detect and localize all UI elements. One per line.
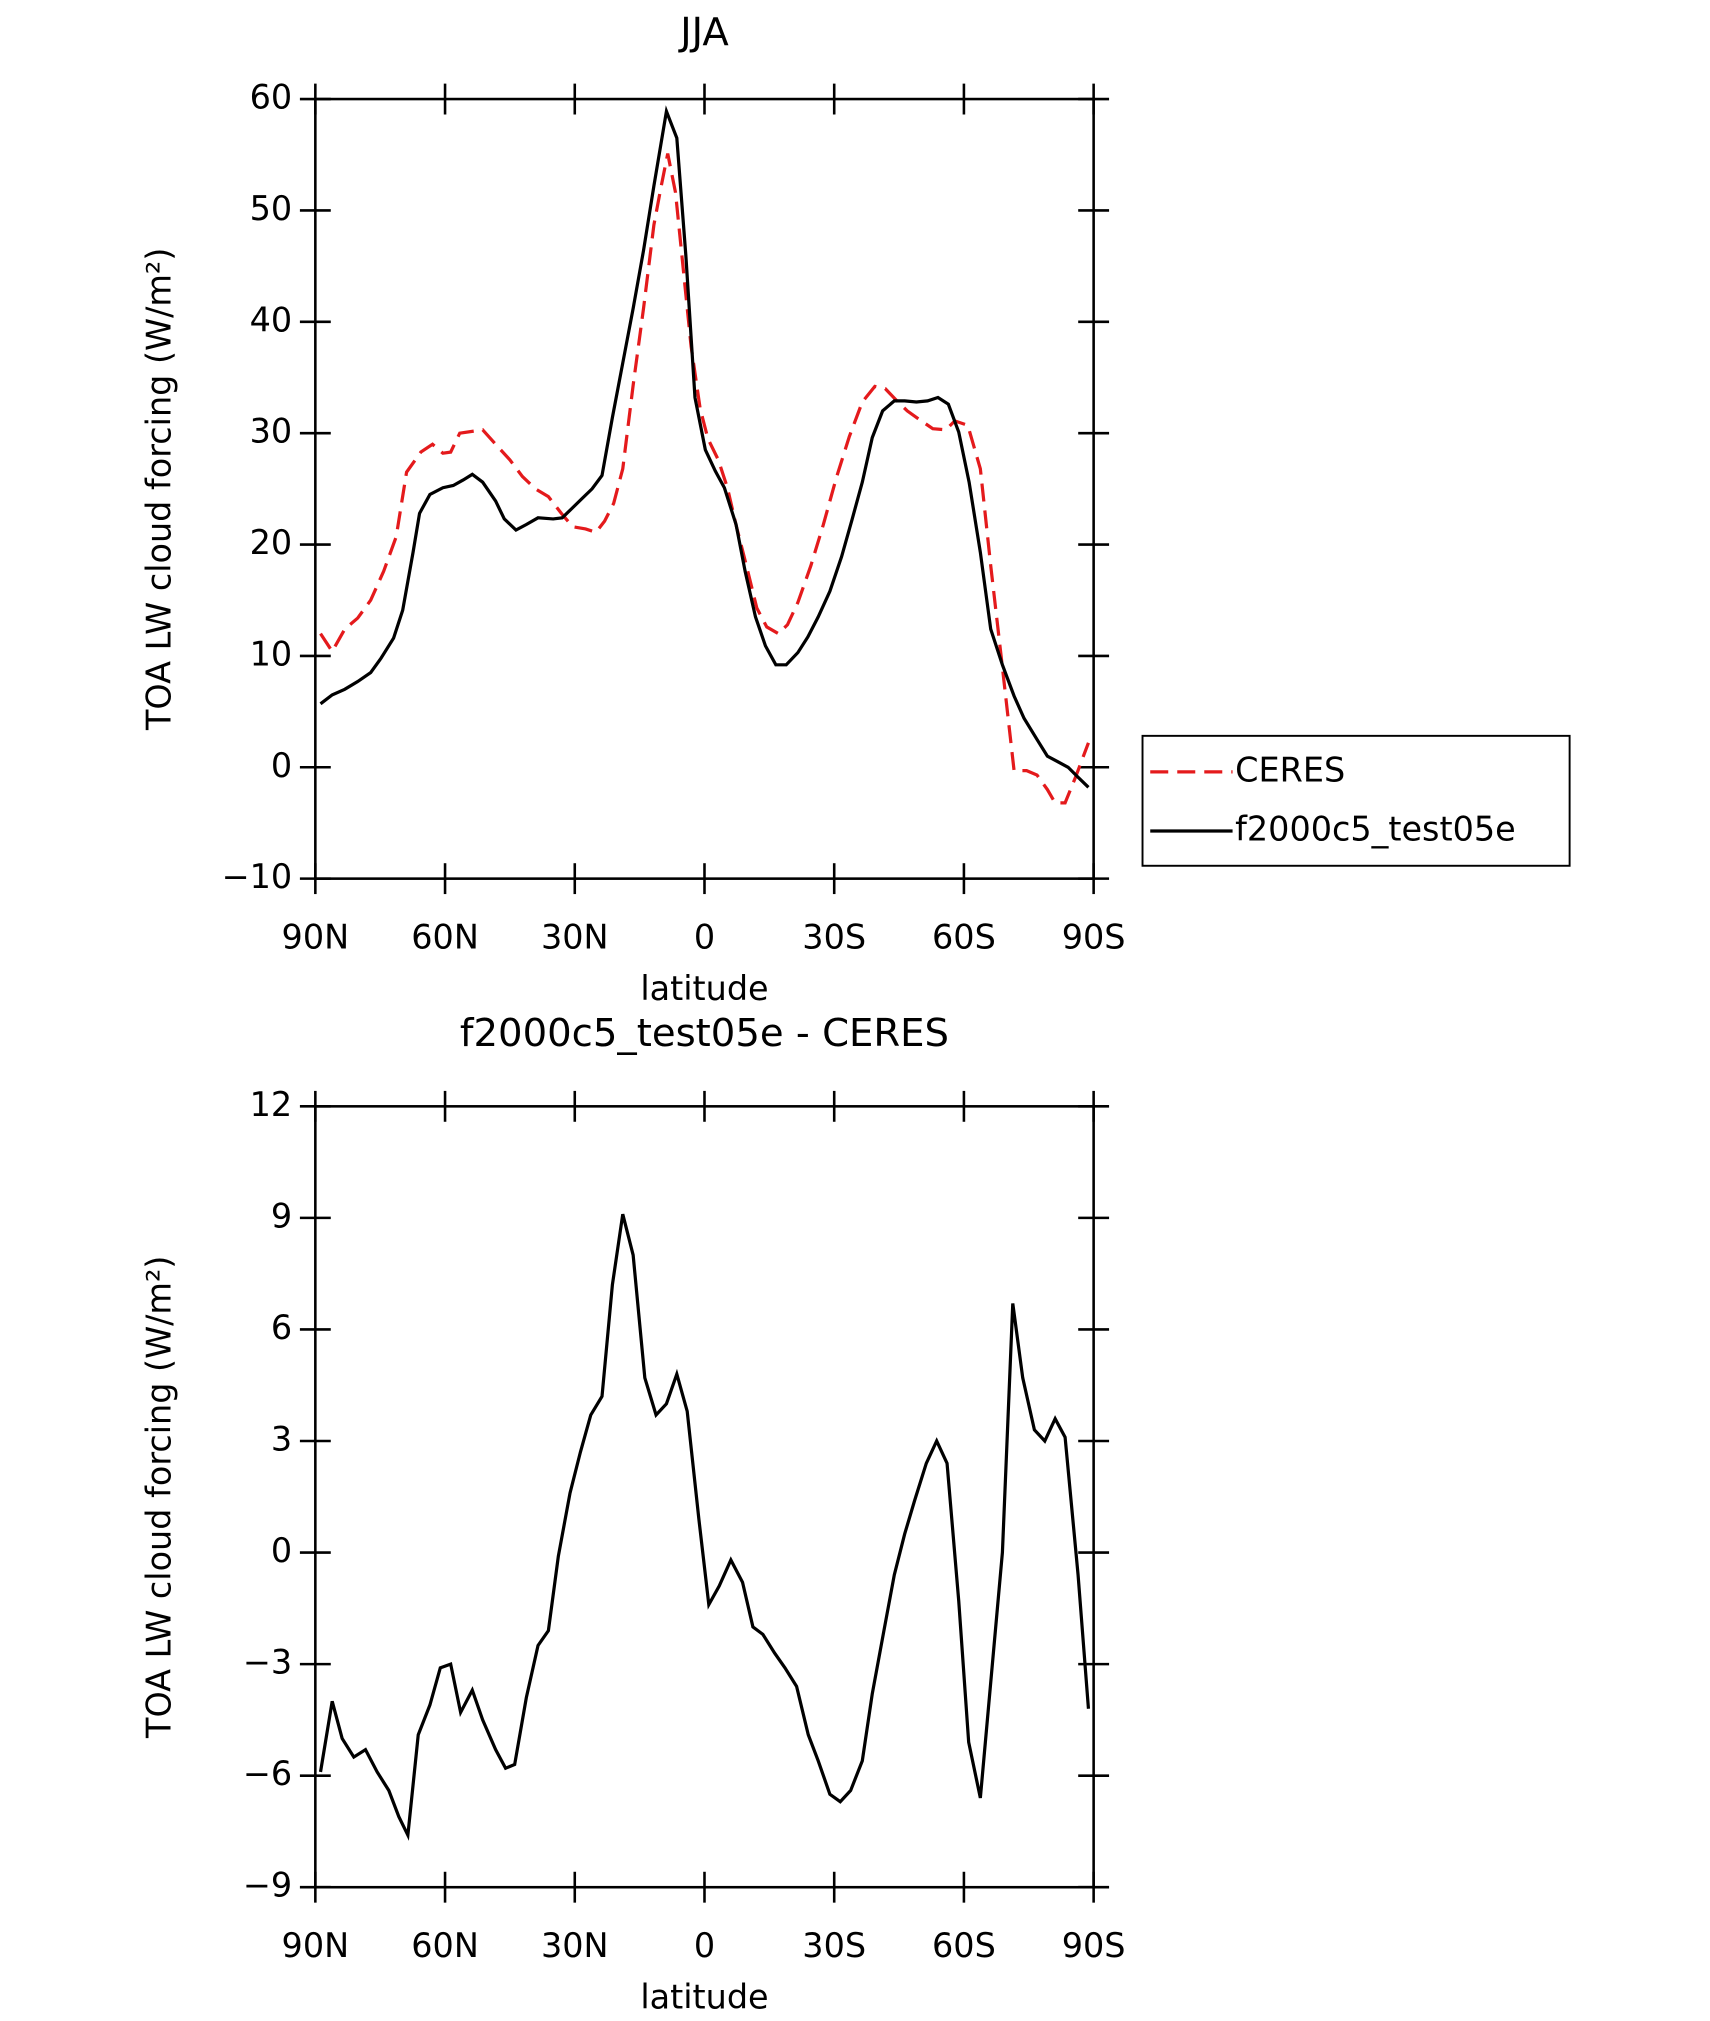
y-tick-label: 3 xyxy=(271,1419,292,1458)
y-tick-label: 12 xyxy=(250,1085,293,1124)
y-axis-label: TOA LW cloud forcing (W/m²) xyxy=(139,248,178,731)
y-axis-label: TOA LW cloud forcing (W/m²) xyxy=(139,1256,178,1739)
y-tick-label: 30 xyxy=(250,412,293,451)
chart-title: f2000c5_test05e - CERES xyxy=(460,1011,949,1056)
y-tick-label: 0 xyxy=(271,746,292,785)
x-tick-label: 30S xyxy=(802,918,866,957)
y-tick-label: 9 xyxy=(271,1196,292,1235)
plot-frame xyxy=(314,97,1095,880)
y-tick-label: −3 xyxy=(243,1643,292,1682)
x-tick-label: 60N xyxy=(411,918,479,957)
y-tick-label: 40 xyxy=(250,300,293,339)
chart-title: JJA xyxy=(678,10,729,55)
y-tick-label: −6 xyxy=(243,1754,292,1793)
x-axis-label: latitude xyxy=(640,969,768,1008)
x-tick-label: 0 xyxy=(694,918,715,957)
x-tick-label: 30N xyxy=(541,1926,609,1965)
y-tick-label: −9 xyxy=(243,1866,292,1905)
plot-frame xyxy=(314,1105,1095,1889)
series-line xyxy=(319,153,1090,805)
legend-label: CERES xyxy=(1235,750,1345,789)
x-tick-label: 30N xyxy=(541,918,609,957)
y-tick-label: 6 xyxy=(271,1308,292,1347)
x-tick-label: 60S xyxy=(932,918,996,957)
x-tick-label: 30S xyxy=(802,1926,866,1965)
y-tick-label: 20 xyxy=(250,523,293,562)
x-axis-label: latitude xyxy=(640,1978,768,2017)
y-tick-label: 60 xyxy=(250,78,293,117)
x-tick-label: 90N xyxy=(282,918,350,957)
y-tick-label: 50 xyxy=(250,189,293,228)
legend-label: f2000c5_test05e xyxy=(1235,810,1516,849)
x-tick-label: 90S xyxy=(1062,1926,1126,1965)
legend-box xyxy=(1141,734,1571,867)
x-tick-label: 0 xyxy=(694,1926,715,1965)
x-tick-label: 60N xyxy=(411,1926,479,1965)
y-tick-label: −10 xyxy=(222,857,293,896)
x-tick-label: 60S xyxy=(932,1926,996,1965)
series-line xyxy=(318,1213,1091,1841)
y-tick-label: 10 xyxy=(250,634,293,673)
y-tick-label: 0 xyxy=(271,1531,292,1570)
x-tick-label: 90S xyxy=(1062,918,1126,957)
x-tick-label: 90N xyxy=(282,1926,350,1965)
series-line xyxy=(319,105,1090,789)
